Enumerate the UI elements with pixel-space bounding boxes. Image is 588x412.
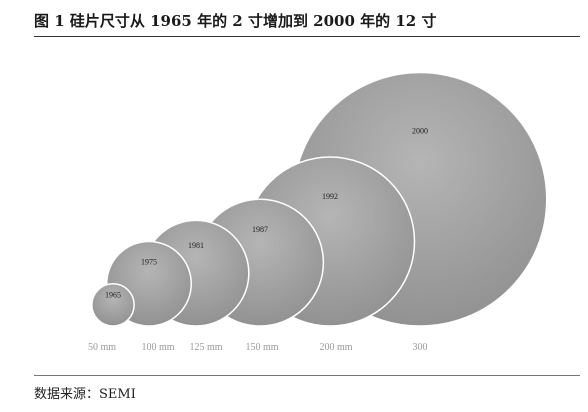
title-divider	[34, 36, 580, 37]
size-label-1987: 150 mm	[245, 342, 278, 353]
source-note: 数据来源：SEMI	[34, 387, 136, 402]
year-label-1992: 1992	[322, 192, 338, 201]
year-label-1965: 1965	[105, 290, 121, 299]
wafer-circles: 2000 1992 1987 1981 1975 1965	[91, 71, 548, 327]
size-label-1975: 100 mm	[141, 342, 174, 353]
size-label-2000: 300	[413, 342, 428, 353]
year-label-1981: 1981	[188, 241, 204, 250]
year-label-1987: 1987	[252, 225, 268, 234]
source-divider	[34, 375, 580, 376]
year-label-1975: 1975	[141, 258, 157, 267]
size-label-1965: 50 mm	[88, 342, 116, 353]
size-label-1981: 125 mm	[189, 342, 222, 353]
figure-title: 图 1 硅片尺寸从 1965 年的 2 寸增加到 2000 年的 12 寸	[34, 12, 437, 30]
year-label-2000: 2000	[412, 127, 428, 136]
size-labels: 50 mm 100 mm 125 mm 150 mm 200 mm 300	[88, 342, 428, 353]
wafer-circle-1965	[91, 283, 135, 327]
size-label-1992: 200 mm	[319, 342, 352, 353]
